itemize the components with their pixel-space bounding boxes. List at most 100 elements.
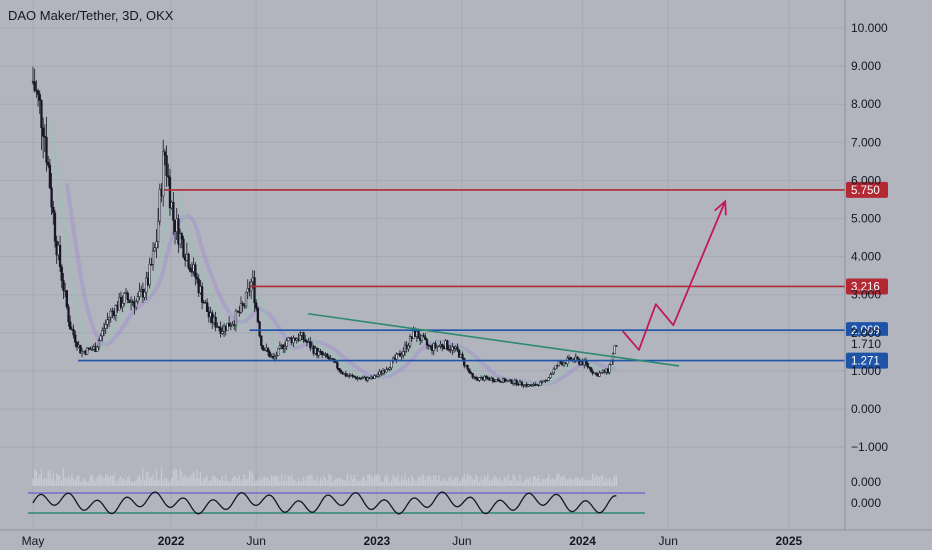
- candle-body: [261, 345, 265, 351]
- volume-bar: [387, 477, 389, 486]
- volume-bar: [355, 479, 357, 486]
- candle-body: [463, 357, 466, 366]
- volume-bar: [614, 475, 616, 486]
- volume-bar: [176, 469, 178, 486]
- candle-body: [507, 380, 510, 382]
- volume-bar: [556, 473, 558, 486]
- volume-bar: [54, 480, 56, 486]
- volume-bar: [257, 480, 259, 486]
- volume-bar: [463, 474, 465, 486]
- candle-body: [172, 201, 175, 221]
- time-axis[interactable]: May 2022 Jun 2023 Jun 2024 Jun 2025: [0, 529, 932, 548]
- volume-bar: [443, 477, 445, 486]
- volume-bar: [184, 474, 186, 486]
- volume-bar: [534, 476, 536, 486]
- volume-bar: [313, 479, 315, 486]
- volume-bar: [311, 475, 313, 486]
- volume-bar: [379, 475, 381, 486]
- y-tick-label: 8.000: [851, 97, 881, 111]
- volume-bar: [296, 481, 298, 486]
- y-tick-label: 4.000: [851, 250, 881, 264]
- trendline[interactable]: [307, 312, 680, 367]
- price-axis[interactable]: 10.000 9.000 8.000 7.000 6.000 5.000 4.000 3.00…: [844, 0, 888, 530]
- volume-bar: [583, 480, 585, 486]
- candle-body: [420, 335, 424, 341]
- volume-bar: [517, 481, 519, 486]
- volume-bar: [108, 477, 110, 486]
- volume-bar: [365, 481, 367, 486]
- volume-bar: [330, 475, 332, 486]
- volume-bar: [98, 474, 100, 486]
- volume-bar: [51, 478, 53, 486]
- volume-bar: [358, 480, 360, 486]
- candle-body: [40, 100, 43, 129]
- volume-bar: [297, 478, 300, 486]
- candle-body: [287, 337, 290, 341]
- volume-bar: [558, 473, 560, 486]
- candle-body: [227, 322, 231, 327]
- candle-body: [408, 336, 412, 347]
- volume-bar: [362, 476, 364, 486]
- volume-bar: [441, 479, 443, 486]
- volume-bar: [122, 478, 124, 486]
- volume-bar: [179, 468, 181, 486]
- candle-body: [87, 347, 90, 350]
- volume-bar: [88, 481, 90, 486]
- volume-bar: [169, 481, 171, 486]
- volume-bar: [226, 480, 229, 486]
- descending-trendline: [307, 312, 680, 367]
- y-tick-label: 9.000: [851, 59, 881, 73]
- volume-bar: [306, 475, 308, 486]
- volume-bar: [539, 481, 541, 486]
- volume-bar: [103, 478, 105, 486]
- horizontal-levels[interactable]: 5.750 3.216 2.069 1.271 1.710: [78, 181, 888, 369]
- volume-bar: [460, 480, 462, 486]
- volume-bar: [193, 471, 195, 486]
- volume-bar: [417, 476, 420, 486]
- volume-bar: [346, 473, 349, 486]
- oscillator-tick-label: 0.000: [851, 496, 881, 510]
- candle-body: [47, 162, 50, 166]
- candle-body: [395, 353, 398, 360]
- volume-bar: [331, 481, 333, 486]
- candle-body: [195, 276, 199, 280]
- volume-bar: [282, 480, 284, 486]
- volume-bar: [137, 476, 139, 486]
- volume-bar: [502, 480, 504, 486]
- price-tag-label: 5.750: [851, 185, 880, 197]
- volume-bar: [150, 476, 152, 486]
- candle-body: [321, 351, 324, 355]
- projection-arrow[interactable]: [621, 199, 727, 351]
- volume-bar: [213, 475, 215, 486]
- volume-bar: [465, 478, 467, 486]
- candle-body: [155, 241, 158, 249]
- volume-bar: [111, 475, 114, 486]
- y-tick-label: 6.000: [851, 173, 881, 187]
- candle-body: [187, 253, 190, 269]
- volume-bar: [211, 476, 213, 486]
- volume-bar: [165, 478, 168, 486]
- volume-bars: [32, 468, 617, 486]
- volume-bar: [44, 478, 46, 486]
- volume-bar: [228, 481, 230, 486]
- volume-bar: [527, 479, 530, 486]
- volume-bar: [578, 478, 580, 486]
- volume-bar: [373, 475, 376, 486]
- candle-body: [266, 347, 270, 353]
- volume-bar: [100, 474, 102, 486]
- volume-bar: [189, 476, 191, 486]
- current-price-label: 1.710: [851, 337, 881, 351]
- candle-body: [65, 290, 68, 308]
- volume-bar: [544, 479, 546, 486]
- candle-body: [151, 250, 155, 265]
- candle-body: [109, 310, 112, 318]
- candle-body: [407, 345, 410, 350]
- candle-body: [72, 329, 75, 336]
- candle-body: [598, 372, 601, 377]
- volume-bar: [247, 479, 249, 486]
- candle-body: [236, 310, 239, 313]
- candle-body: [589, 367, 593, 372]
- candle-body: [386, 368, 390, 371]
- volume-bar: [252, 473, 254, 486]
